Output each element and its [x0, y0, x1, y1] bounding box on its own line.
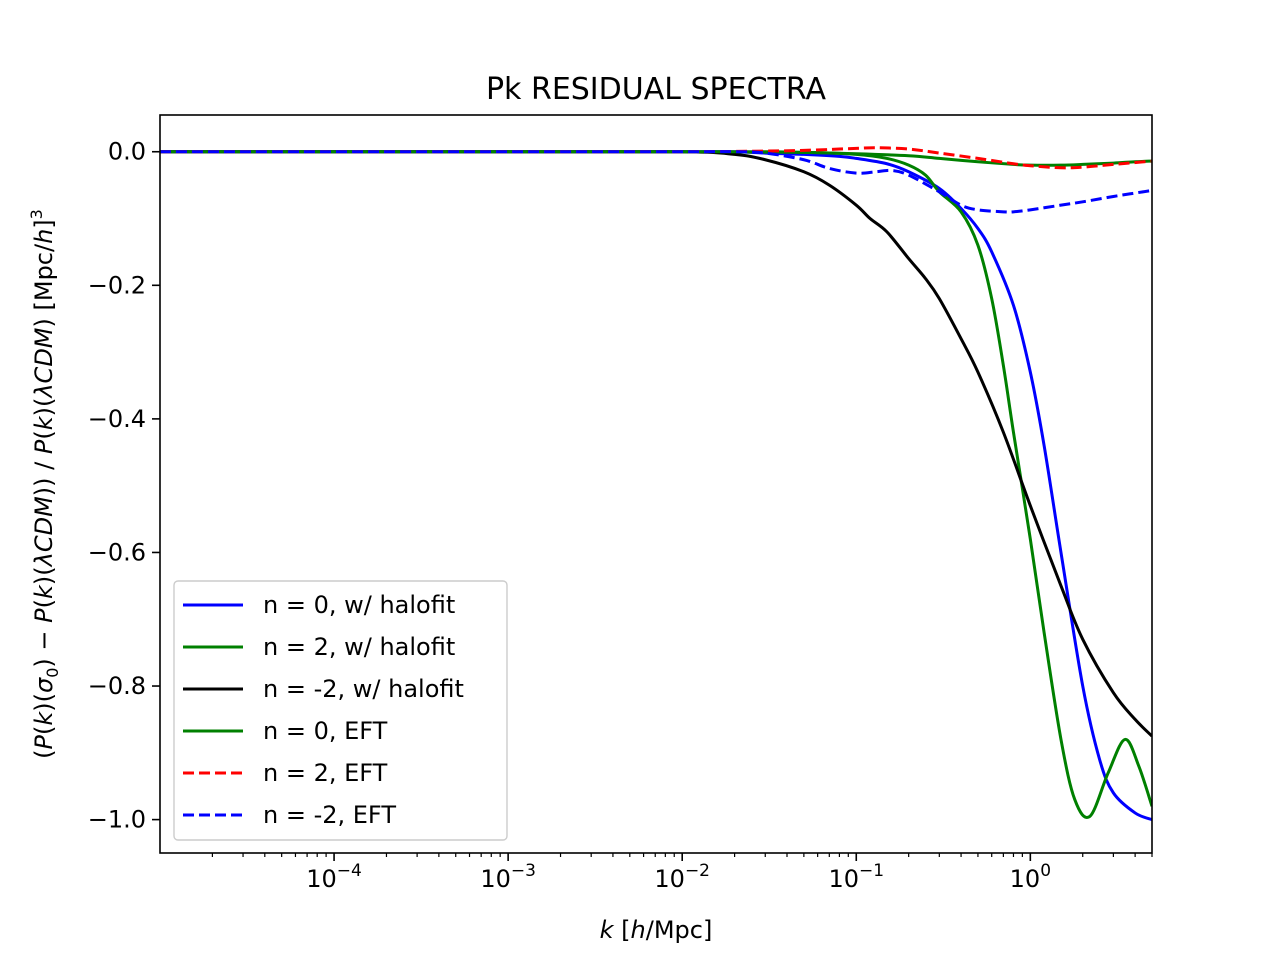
x-tick-label-base: 10 [480, 865, 511, 893]
y-tick-label: 0.0 [108, 138, 146, 166]
legend-label-0: n = 0, w/ halofit [263, 591, 455, 619]
x-tick-label-exp: −3 [511, 861, 536, 881]
x-tick-label: 10−4 [306, 861, 362, 893]
legend-label-3: n = 0, EFT [263, 717, 388, 745]
y-tick-label: −0.6 [88, 538, 146, 566]
x-axis: 10−4 10−3 10−2 10−1 100 [211, 853, 1153, 893]
x-axis-label: k [h/Mpc] [600, 916, 713, 944]
legend-box [173, 580, 508, 841]
x-tick-label-base: 10 [306, 865, 337, 893]
x-tick-label-base: 10 [828, 865, 859, 893]
y-tick-label: −0.4 [88, 405, 146, 433]
series-line-5 [160, 150, 1152, 214]
x-tick-label-base: 10 [654, 865, 685, 893]
y-tick-label: −0.2 [88, 271, 146, 299]
legend-label-4: n = 2, EFT [263, 759, 388, 787]
legend: n = 0, w/ halofit n = 2, w/ halofit n = -2… [173, 580, 508, 841]
legend-label-1: n = 2, w/ halofit [263, 633, 455, 661]
series-line-4 [160, 146, 1152, 170]
x-tick-label: 10−2 [654, 861, 710, 893]
x-tick-label: 100 [1010, 861, 1051, 893]
y-tick-label: −1.0 [88, 806, 146, 834]
plot-frame [159, 114, 1153, 854]
chart-title: Pk RESIDUAL SPECTRA [486, 72, 827, 107]
x-tick-label-exp: −2 [685, 861, 710, 881]
x-tick-label: 10−1 [828, 861, 884, 893]
x-tick-label-base: 10 [1010, 865, 1041, 893]
x-tick-label-exp: 0 [1040, 861, 1051, 881]
y-tick-label: −0.8 [88, 672, 146, 700]
y-axis: 0.0 −0.2 −0.4 −0.6 −0.8 −1.0 [88, 138, 160, 834]
legend-label-5: n = -2, EFT [263, 801, 396, 829]
x-tick-label-exp: −4 [337, 861, 362, 881]
x-tick-label: 10−3 [480, 861, 536, 893]
legend-label-2: n = -2, w/ halofit [263, 675, 464, 703]
y-axis-label: (P(k)(σ0) − P(k)(λCDM)) / P(k)(λCDM) [Mp… [27, 209, 62, 759]
series-layer [160, 146, 1152, 822]
x-tick-label-exp: −1 [859, 861, 884, 881]
